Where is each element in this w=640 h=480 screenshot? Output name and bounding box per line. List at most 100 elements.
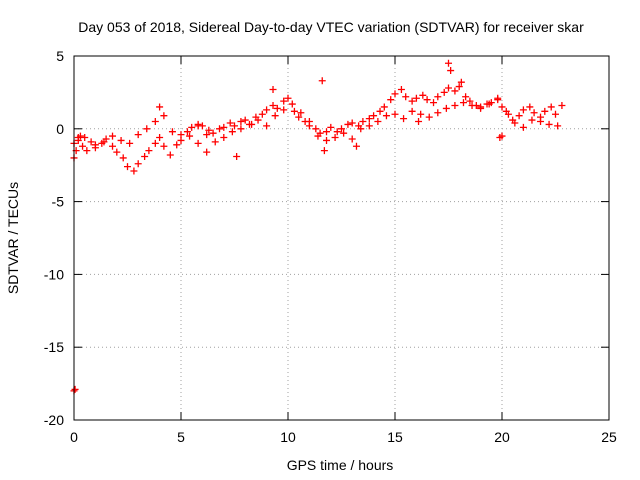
data-point [203,148,211,156]
data-point [113,148,121,156]
data-point [415,118,423,126]
data-point [498,132,506,140]
data-point [423,96,431,104]
data-point [344,120,352,128]
data-point [352,142,360,150]
data-point [183,128,191,136]
data-point [134,160,142,168]
y-tick-label: 5 [56,48,64,64]
data-point [126,139,134,147]
y-tick-label: -10 [44,266,64,282]
data-point [519,106,527,114]
data-point [284,94,292,102]
data-point [81,134,89,142]
data-point [455,83,463,91]
data-point [194,122,202,130]
data-point [186,132,194,140]
data-point [466,97,474,105]
data-point [143,125,151,133]
data-point [457,78,465,86]
data-point [547,103,555,111]
data-point [117,136,125,144]
data-point [468,102,476,110]
data-point [376,107,384,115]
data-point [515,112,523,120]
data-point [408,107,416,115]
data-point [412,94,420,102]
data-point [445,59,452,67]
data-point [245,120,253,128]
data-point [203,131,211,139]
data-point [348,135,356,143]
data-point [226,119,234,127]
y-tick-label: 0 [56,121,64,137]
data-point [382,112,390,120]
data-point [290,107,298,115]
data-point [440,88,448,96]
data-point [430,99,438,107]
data-point [408,97,416,105]
data-point [220,134,228,142]
data-point [391,110,399,118]
data-point [445,84,452,92]
data-point [258,110,266,118]
data-point [280,97,288,105]
data-point [451,102,459,110]
data-point [459,99,467,107]
x-tick-label: 0 [70,429,78,445]
y-axis-ticks: -20 -15 -10 -5 0 5 [44,48,609,428]
data-point [365,115,373,123]
data-point [269,85,277,93]
x-tick-label: 20 [494,429,510,445]
data-point [151,139,159,147]
chart-title: Day 053 of 2018, Sidereal Day-to-day VTE… [78,19,584,35]
data-point [526,103,534,111]
data-point [477,103,485,111]
data-point [216,125,224,133]
data-point [211,138,219,146]
data-point [312,125,320,133]
data-point [391,90,399,98]
plot-frame [73,55,610,421]
data-point [530,109,538,117]
data-point [109,142,117,150]
data-point [156,103,164,111]
data-point [333,128,341,136]
data-point [425,113,433,121]
data-point [280,106,288,114]
y-tick-label: -15 [44,339,64,355]
data-point [151,118,159,126]
data-point [109,132,117,140]
data-point [237,125,245,133]
data-point [205,126,213,134]
y-axis-label: SDTVAR / TECUs [5,182,21,294]
data-point [400,115,408,123]
data-point [295,113,303,121]
x-tick-label: 25 [601,429,617,445]
data-point [74,134,82,142]
data-point [241,116,249,124]
data-point [263,122,271,130]
data-point [220,123,228,131]
data-point [528,116,536,124]
data-point [537,118,545,126]
data-point [387,96,395,104]
data-point [357,125,365,133]
data-point [359,118,367,126]
data-point [397,85,405,93]
data-point [370,112,378,120]
data-point [451,87,459,95]
data-point [156,134,164,142]
data-point [348,119,356,127]
data-point [271,112,279,120]
data-point [269,102,277,110]
data-point [130,167,138,175]
data-point [83,147,91,155]
data-point [502,107,510,115]
data-point [100,138,108,146]
data-point [462,93,470,101]
data-point [288,100,296,108]
data-point [554,122,562,130]
data-point [338,125,345,133]
